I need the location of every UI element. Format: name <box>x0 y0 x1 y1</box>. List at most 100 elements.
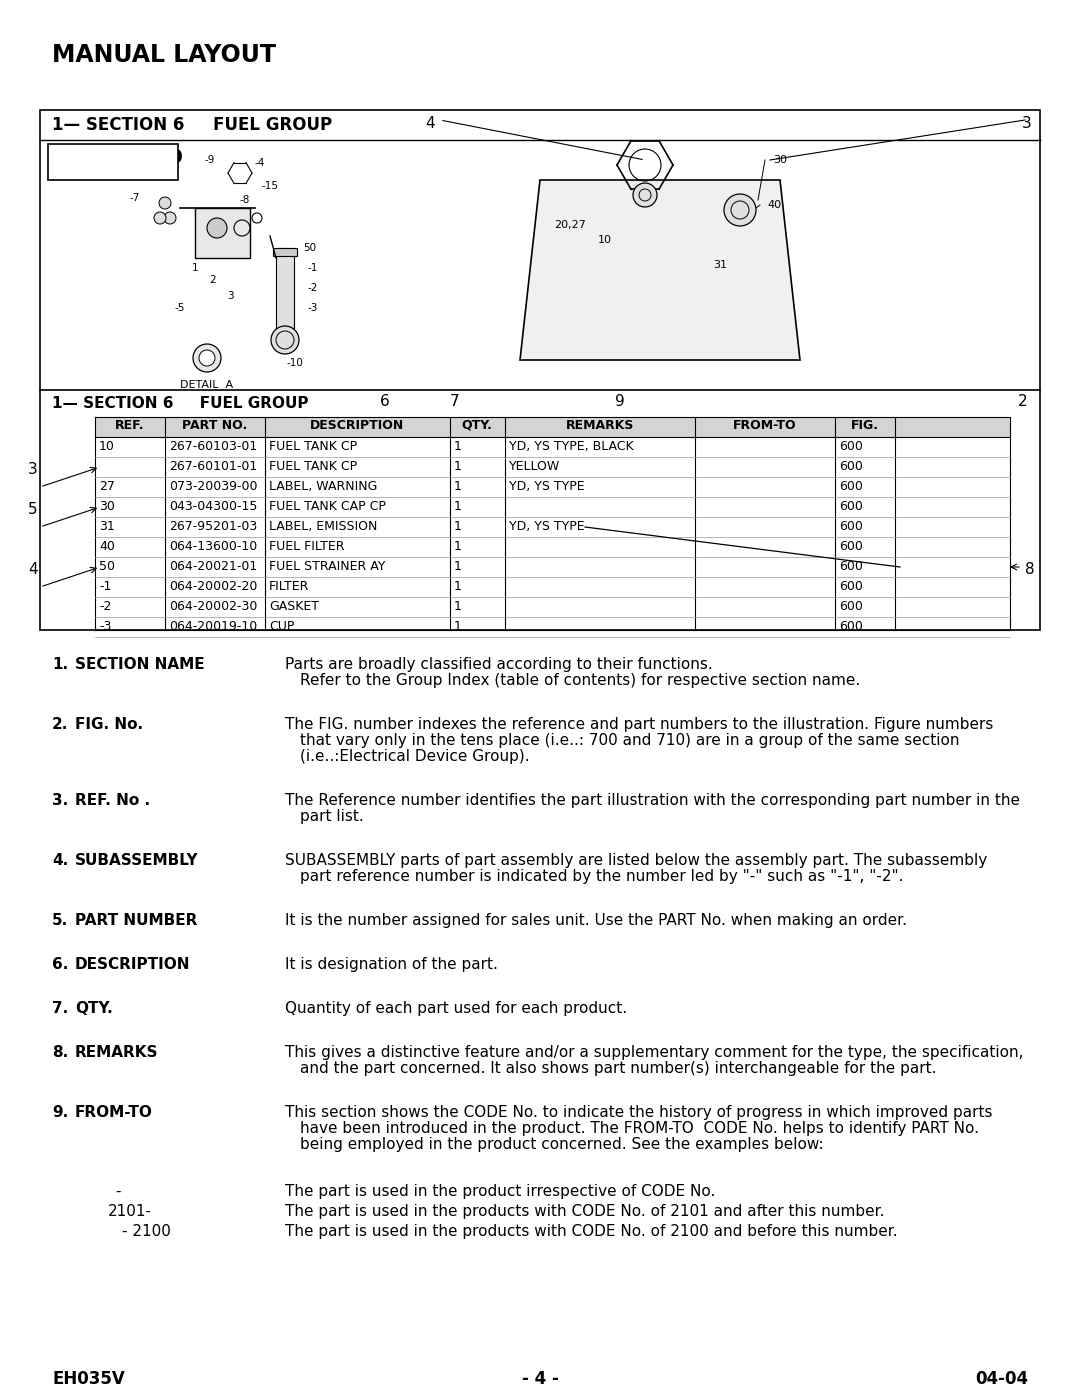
Text: 1: 1 <box>454 481 462 493</box>
Text: 1.: 1. <box>52 657 68 672</box>
Text: FUEL STRAINER AY: FUEL STRAINER AY <box>269 560 386 573</box>
Text: - 2100: - 2100 <box>122 1224 171 1239</box>
Bar <box>40 110 1040 630</box>
Text: FILTER: FILTER <box>269 580 309 592</box>
Bar <box>95 416 1010 437</box>
Text: 50: 50 <box>99 560 114 573</box>
Text: 40: 40 <box>99 541 114 553</box>
Text: -1: -1 <box>308 263 319 272</box>
Text: 8.: 8. <box>52 1045 68 1060</box>
Text: QTY.: QTY. <box>75 1002 112 1016</box>
Text: -4: -4 <box>255 158 266 168</box>
Bar <box>195 208 249 258</box>
Text: 064-20021-01: 064-20021-01 <box>168 560 257 573</box>
Text: -15: -15 <box>261 182 279 191</box>
Text: 064-20019-10: 064-20019-10 <box>168 620 257 633</box>
Text: -8: -8 <box>240 196 251 205</box>
Text: being employed in the product concerned. See the examples below:: being employed in the product concerned.… <box>300 1137 824 1153</box>
Circle shape <box>164 212 176 224</box>
Text: 3: 3 <box>28 462 38 476</box>
Circle shape <box>724 194 756 226</box>
Text: FUEL TANK CP: FUEL TANK CP <box>269 440 357 453</box>
Text: 1: 1 <box>454 560 462 573</box>
Text: part list.: part list. <box>300 809 364 824</box>
Text: It is the number assigned for sales unit. Use the PART No. when making an order.: It is the number assigned for sales unit… <box>285 914 907 928</box>
Text: The part is used in the products with CODE No. of 2101 and after this number.: The part is used in the products with CO… <box>285 1204 885 1220</box>
Text: SUBASSEMBLY parts of part assembly are listed below the assembly part. The subas: SUBASSEMBLY parts of part assembly are l… <box>285 854 987 868</box>
Text: part reference number is indicated by the number led by "-" such as "-1", "-2".: part reference number is indicated by th… <box>300 869 904 884</box>
Text: -: - <box>114 1185 121 1199</box>
Circle shape <box>199 351 215 366</box>
Text: 043-04300-15: 043-04300-15 <box>168 500 257 513</box>
Text: 4: 4 <box>28 562 38 577</box>
Text: CUP: CUP <box>269 620 295 633</box>
Circle shape <box>154 212 166 224</box>
Text: 2.: 2. <box>52 717 68 732</box>
Text: 1: 1 <box>454 500 462 513</box>
Text: REF. No .: REF. No . <box>75 793 150 807</box>
Text: LABEL, EMISSION: LABEL, EMISSION <box>269 520 377 534</box>
Text: -3: -3 <box>99 620 111 633</box>
Text: This gives a distinctive feature and/or a supplementary comment for the type, th: This gives a distinctive feature and/or … <box>285 1045 1024 1060</box>
Text: The FIG. number indexes the reference and part numbers to the illustration. Figu: The FIG. number indexes the reference an… <box>285 717 994 732</box>
Text: 04-04: 04-04 <box>975 1370 1028 1389</box>
Text: It is designation of the part.: It is designation of the part. <box>285 957 498 972</box>
Text: The part is used in the products with CODE No. of 2100 and before this number.: The part is used in the products with CO… <box>285 1224 897 1239</box>
Text: 7: 7 <box>450 394 460 409</box>
Text: 9.: 9. <box>52 1105 68 1120</box>
Text: 600: 600 <box>839 541 863 553</box>
Text: FROM-TO: FROM-TO <box>75 1105 153 1120</box>
Text: 1: 1 <box>454 599 462 613</box>
Text: 1— SECTION 6     FUEL GROUP: 1— SECTION 6 FUEL GROUP <box>52 116 333 134</box>
Text: GASKET: GASKET <box>269 599 319 613</box>
Text: REMARKS: REMARKS <box>75 1045 159 1060</box>
Text: This section shows the CODE No. to indicate the history of progress in which imp: This section shows the CODE No. to indic… <box>285 1105 993 1120</box>
Text: FUEL TANK CP: FUEL TANK CP <box>269 460 357 474</box>
Text: 600: 600 <box>839 580 863 592</box>
Text: YD, YS TYPE: YD, YS TYPE <box>509 481 584 493</box>
Text: REMARKS: REMARKS <box>566 419 634 432</box>
Text: 10: 10 <box>598 235 612 244</box>
Text: 30: 30 <box>99 500 114 513</box>
Text: The Reference number identifies the part illustration with the corresponding par: The Reference number identifies the part… <box>285 793 1020 807</box>
Text: 3: 3 <box>227 291 233 300</box>
Text: - 4 -: - 4 - <box>522 1370 558 1389</box>
Text: 600: 600 <box>839 500 863 513</box>
Text: 9: 9 <box>615 394 624 409</box>
Text: YELLOW: YELLOW <box>509 460 561 474</box>
Text: 1: 1 <box>454 541 462 553</box>
Text: 600: 600 <box>839 440 863 453</box>
Polygon shape <box>519 180 800 360</box>
Text: PART NO.: PART NO. <box>183 419 247 432</box>
Text: 073-20039-00: 073-20039-00 <box>168 481 257 493</box>
Text: (i.e..:Electrical Device Group).: (i.e..:Electrical Device Group). <box>300 749 529 764</box>
Text: YD, YS TYPE: YD, YS TYPE <box>509 520 584 534</box>
Bar <box>48 144 178 180</box>
Text: 5: 5 <box>28 502 38 517</box>
Text: QTY.: QTY. <box>461 419 492 432</box>
Text: 267-95201-03: 267-95201-03 <box>168 520 257 534</box>
Text: 1: 1 <box>454 520 462 534</box>
Text: DETAIL  A: DETAIL A <box>180 380 233 390</box>
Text: 1: 1 <box>454 440 462 453</box>
Text: The part is used in the product irrespective of CODE No.: The part is used in the product irrespec… <box>285 1185 715 1199</box>
Text: FROM-TO: FROM-TO <box>733 419 797 432</box>
Text: -7: -7 <box>130 193 140 203</box>
Text: 2: 2 <box>1018 394 1028 409</box>
Circle shape <box>159 197 171 210</box>
Bar <box>276 249 294 328</box>
Circle shape <box>193 344 221 372</box>
Text: -10: -10 <box>286 358 303 367</box>
Text: DESCRIPTION: DESCRIPTION <box>75 957 190 972</box>
Text: LABEL, WARNING: LABEL, WARNING <box>269 481 377 493</box>
Text: SUBASSEMBLY: SUBASSEMBLY <box>75 854 199 868</box>
Text: 600: 600 <box>839 620 863 633</box>
Text: -1: -1 <box>99 580 111 592</box>
Text: 20,27: 20,27 <box>554 219 586 231</box>
Text: Parts are broadly classified according to their functions.: Parts are broadly classified according t… <box>285 657 713 672</box>
Text: EH035V: EH035V <box>52 1370 125 1389</box>
Text: 600: 600 <box>839 560 863 573</box>
Text: 10: 10 <box>99 440 114 453</box>
Text: 31: 31 <box>99 520 114 534</box>
Text: 064-20002-30: 064-20002-30 <box>168 599 257 613</box>
